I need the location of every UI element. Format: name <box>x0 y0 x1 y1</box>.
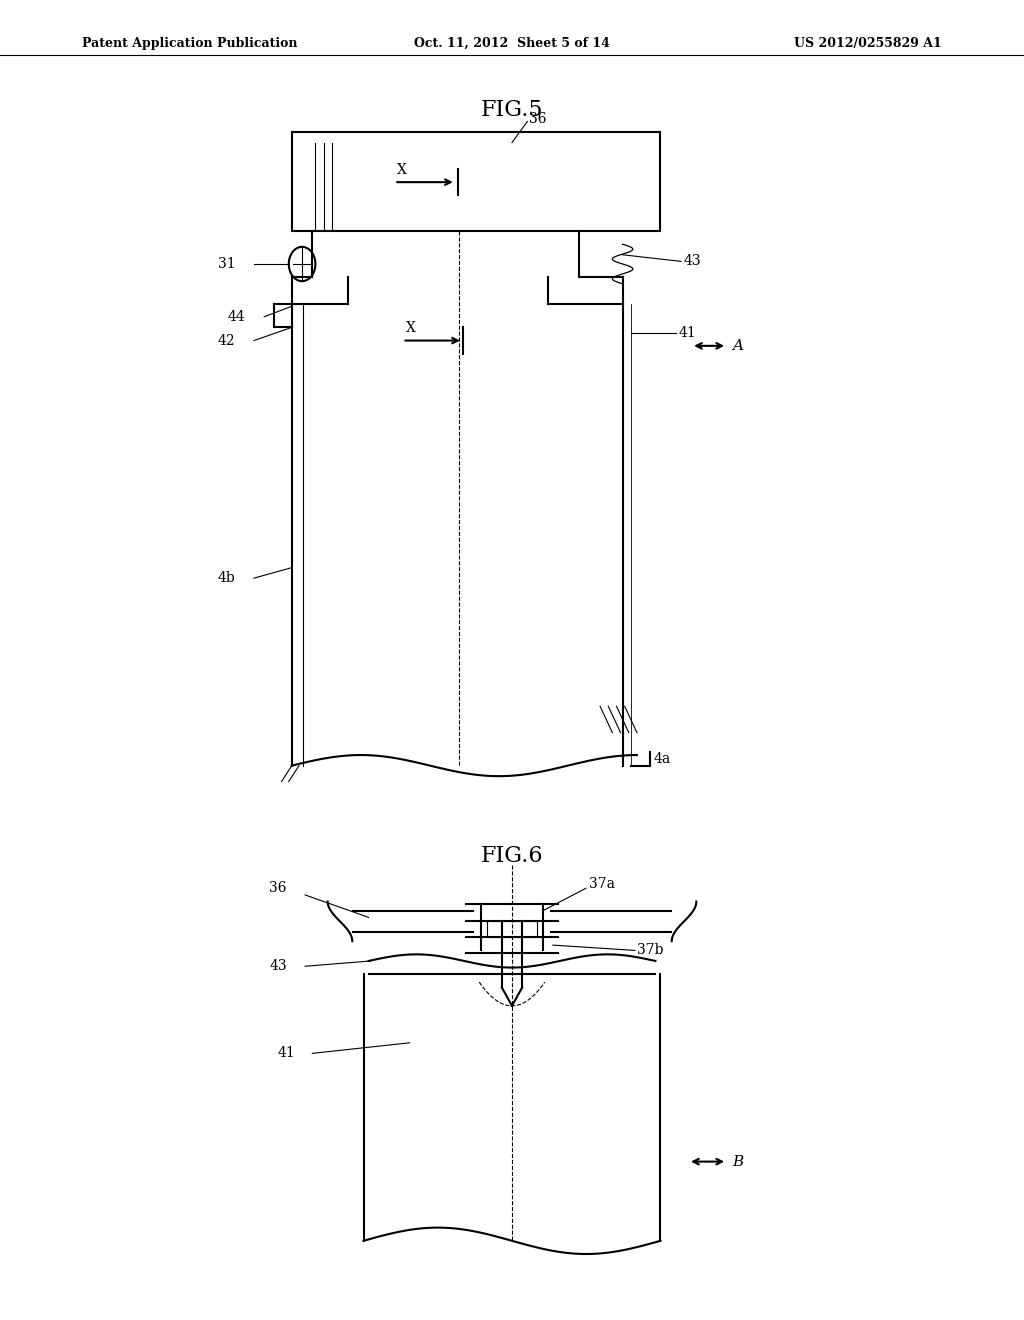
Text: Patent Application Publication: Patent Application Publication <box>82 37 297 50</box>
Text: X: X <box>397 162 408 177</box>
Text: B: B <box>732 1155 743 1168</box>
Text: 43: 43 <box>269 960 287 973</box>
Text: 31: 31 <box>218 257 236 271</box>
Text: 37a: 37a <box>589 878 614 891</box>
Bar <box>292 132 660 231</box>
Text: 4a: 4a <box>653 752 671 766</box>
Text: FIG.6: FIG.6 <box>480 845 544 867</box>
Text: 41: 41 <box>278 1047 295 1060</box>
Text: A: A <box>732 339 743 352</box>
Text: US 2012/0255829 A1: US 2012/0255829 A1 <box>795 37 942 50</box>
Text: 37b: 37b <box>637 944 664 957</box>
Text: 41: 41 <box>679 326 696 339</box>
Text: Oct. 11, 2012  Sheet 5 of 14: Oct. 11, 2012 Sheet 5 of 14 <box>414 37 610 50</box>
Text: 44: 44 <box>228 310 246 323</box>
Text: X: X <box>406 321 416 335</box>
Text: FIG.5: FIG.5 <box>480 99 544 121</box>
Text: 36: 36 <box>269 882 287 895</box>
Text: 4b: 4b <box>218 572 236 585</box>
Text: 36: 36 <box>529 112 547 125</box>
Text: 42: 42 <box>218 334 236 347</box>
Text: 43: 43 <box>684 255 701 268</box>
